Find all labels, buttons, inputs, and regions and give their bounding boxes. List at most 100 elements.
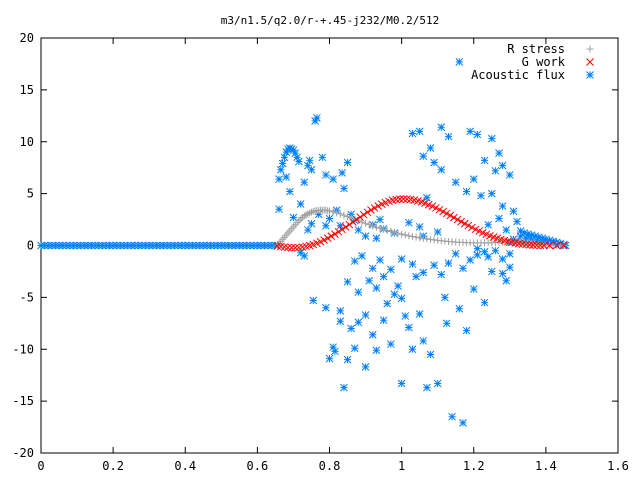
data-point: [408, 232, 416, 240]
data-point: [336, 210, 344, 218]
data-point: [552, 241, 561, 250]
data-point: [338, 169, 346, 177]
data-point: [343, 355, 352, 364]
data-point: [457, 217, 465, 226]
data-point: [170, 241, 179, 250]
data-point: [446, 211, 455, 220]
data-point: [379, 316, 388, 325]
data-point: [536, 241, 545, 250]
data-point: [246, 241, 255, 250]
data-point: [325, 354, 334, 363]
y-tick-label: 10: [20, 135, 34, 149]
data-point: [350, 257, 359, 265]
data-point: [498, 202, 507, 210]
data-point: [383, 226, 391, 234]
data-point: [235, 241, 244, 250]
data-point: [365, 221, 373, 229]
data-point: [462, 326, 471, 335]
data-point: [522, 234, 530, 243]
data-point: [399, 195, 408, 203]
data-point: [336, 221, 345, 230]
data-point: [322, 221, 330, 230]
legend-marker: [586, 45, 594, 53]
data-point: [462, 187, 471, 196]
data-point: [437, 270, 446, 279]
data-point: [307, 208, 315, 216]
data-point: [448, 412, 456, 421]
data-point: [210, 241, 218, 250]
data-point: [372, 234, 381, 243]
x-tick-label: 1.2: [463, 459, 485, 473]
data-point: [344, 212, 352, 220]
data-point: [435, 205, 444, 214]
data-point: [397, 379, 406, 388]
data-point: [354, 288, 363, 297]
data-point: [134, 241, 143, 250]
data-point: [403, 195, 411, 203]
data-point: [433, 379, 442, 388]
x-tick-label: 1: [398, 459, 405, 473]
data-point: [293, 153, 301, 162]
data-point: [138, 241, 146, 250]
data-point: [280, 153, 289, 162]
data-point: [430, 261, 438, 270]
data-point: [306, 209, 314, 217]
data-point: [109, 241, 117, 250]
x-tick-label: 0.8: [319, 459, 341, 473]
data-point: [80, 241, 89, 250]
data-point: [69, 241, 78, 250]
data-point: [502, 226, 511, 234]
data-point: [383, 299, 392, 308]
data-point: [505, 263, 514, 272]
x-tick-label: 0: [37, 459, 44, 473]
data-point: [73, 241, 81, 250]
data-point: [525, 241, 534, 249]
data-point: [533, 236, 541, 245]
data-point: [451, 178, 460, 187]
data-point: [130, 241, 139, 250]
data-point: [199, 241, 208, 250]
data-point: [163, 241, 172, 250]
data-point: [217, 241, 226, 250]
data-point: [84, 241, 92, 250]
data-point: [55, 241, 63, 250]
x-tick-label: 0.4: [174, 459, 196, 473]
data-point: [509, 207, 518, 216]
data-point: [498, 255, 507, 263]
data-point: [390, 228, 398, 236]
data-point: [37, 241, 45, 250]
data-point: [534, 233, 543, 242]
data-point: [242, 241, 251, 250]
data-point: [415, 127, 424, 136]
data-point: [338, 225, 346, 234]
data-point: [44, 241, 53, 250]
data-point: [287, 145, 296, 153]
data-point: [533, 241, 541, 250]
data-point: [419, 337, 428, 345]
x-tick-label: 1.6: [607, 459, 629, 473]
data-point: [340, 211, 348, 219]
data-point: [439, 207, 447, 216]
data-point: [98, 241, 107, 250]
data-point: [404, 218, 413, 227]
data-point: [442, 319, 451, 328]
data-point: [386, 340, 395, 348]
data-point: [291, 149, 300, 158]
data-point: [181, 241, 190, 250]
data-point: [419, 152, 428, 161]
data-point: [495, 149, 503, 158]
data-point: [350, 344, 359, 353]
data-point: [271, 241, 280, 250]
data-point: [329, 175, 337, 183]
data-point: [477, 191, 485, 200]
data-point: [455, 58, 464, 66]
data-point: [404, 323, 413, 332]
data-point: [300, 212, 308, 220]
data-point: [419, 268, 428, 277]
data-point: [123, 241, 132, 250]
data-point: [473, 250, 482, 259]
data-point: [275, 175, 283, 183]
data-point: [505, 171, 514, 179]
data-point: [231, 241, 240, 250]
data-point: [253, 241, 262, 250]
